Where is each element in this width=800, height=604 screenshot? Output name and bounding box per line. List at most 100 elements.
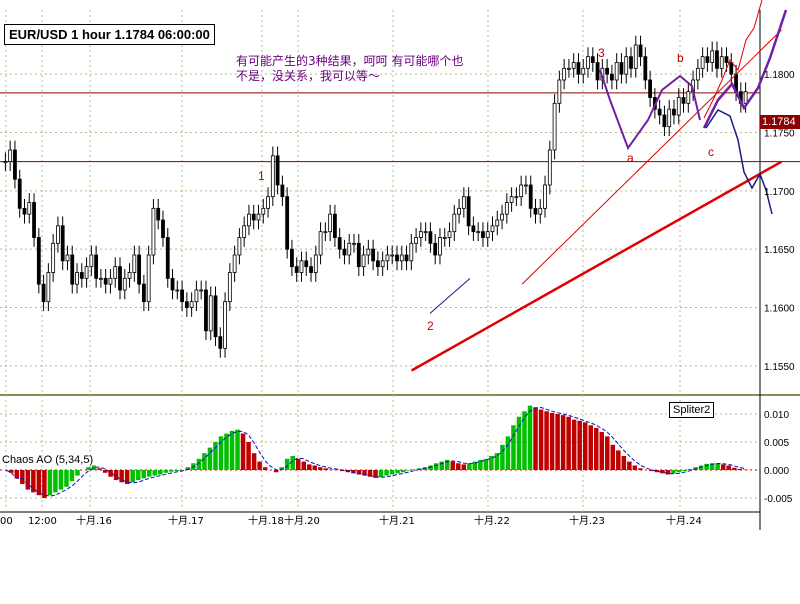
candle-body (524, 184, 528, 187)
candle-body (304, 260, 309, 268)
candle-body (204, 289, 208, 332)
candle-body (438, 237, 442, 256)
candle-body (614, 62, 619, 81)
candle-body (581, 67, 586, 75)
candle-body (629, 56, 633, 69)
current-price-tag: 1.1784 (760, 115, 800, 129)
candle-body (108, 277, 113, 285)
candle-body (509, 196, 514, 203)
candle-body (137, 254, 142, 285)
candle-body (290, 248, 294, 268)
candle-body (232, 254, 237, 273)
candle-body (380, 260, 385, 268)
candle-body (686, 91, 691, 104)
wave-abc-path (599, 69, 701, 151)
candle-body (51, 242, 56, 273)
price-tick-label: 1.1650 (764, 245, 795, 256)
candle-body (13, 149, 17, 180)
candle-body (227, 272, 232, 303)
candle-body (624, 56, 629, 75)
candle-body (452, 213, 457, 233)
candle-body (724, 56, 729, 63)
candle-body (60, 225, 65, 262)
candle-body (94, 254, 99, 279)
candle-body (337, 237, 342, 250)
candle-body (423, 231, 428, 234)
candle-body (165, 237, 170, 279)
candle-body (366, 248, 371, 256)
candle-body (433, 242, 438, 256)
wave-label: 1 (258, 169, 265, 183)
candle-body (89, 254, 94, 268)
candle-body (280, 184, 285, 198)
candle-body (161, 219, 165, 238)
candle-body (681, 97, 686, 104)
indicator-label: Chaos AO (5,34,5) (2, 454, 94, 466)
projection-paths (599, 0, 788, 215)
candle-body (633, 44, 638, 69)
candle-body (199, 289, 204, 292)
ao-tick-label: 0.000 (764, 466, 789, 477)
candle-body (457, 207, 461, 215)
candle-body (409, 242, 414, 262)
ao-tick-label: 0.005 (764, 438, 789, 449)
time-tick-label: 十月.22 (474, 514, 510, 527)
annotation-line-1: 有可能产生的3种结果，呵呵 有可能哪个也 (236, 54, 464, 68)
candle-body (676, 97, 681, 116)
time-tick-label: 十月.24 (666, 514, 702, 527)
wave-labels: 1 2 3 a b c (258, 46, 714, 333)
candle-body (36, 237, 41, 285)
price-tick-label: 1.1600 (764, 304, 795, 315)
candle-body (375, 260, 380, 268)
candle-body (390, 254, 395, 257)
candle-body (223, 301, 227, 349)
candle-body (395, 254, 399, 262)
candle-body (194, 289, 199, 303)
candle-body (461, 196, 466, 209)
candle-body (127, 272, 132, 279)
candle-body (371, 248, 376, 262)
candle-body (118, 266, 122, 291)
ao-histogram (5, 405, 748, 498)
spliter-label[interactable]: Spliter2 (669, 402, 715, 418)
candle-body (643, 56, 648, 81)
time-tick-label: 十月.18 (248, 514, 284, 527)
candle-body (385, 254, 390, 262)
candle-body (218, 336, 223, 349)
candle-body (609, 73, 614, 81)
candle-body (84, 266, 89, 279)
candle-body (75, 272, 79, 285)
candle-body (170, 277, 175, 291)
candle-body (547, 149, 552, 186)
time-tick-label: 00 (0, 516, 13, 527)
candle-body (247, 213, 251, 227)
candle-body (638, 44, 643, 58)
candle-body (113, 266, 118, 279)
candle-body (213, 295, 218, 338)
candle-body (27, 202, 32, 215)
candle-body (294, 266, 299, 273)
axes: 1.1800 1.1750 1.1700 1.1650 1.1600 1.1550 0.01… (0, 70, 795, 527)
price-tick-label: 1.1750 (764, 129, 795, 140)
candle-body (404, 254, 409, 262)
trendlines (410, 29, 783, 372)
candle-body (237, 237, 242, 256)
chart-title: EUR/USD 1 hour 1.1784 06:00:00 (4, 24, 215, 45)
candle-body (270, 155, 275, 198)
candle-body (299, 260, 304, 273)
candle-body (275, 155, 280, 186)
time-tick-label: 十月.17 (168, 514, 204, 527)
candle-body (361, 254, 366, 268)
time-tick-label: 十月.23 (569, 514, 605, 527)
horizontal-levels (0, 92, 800, 163)
candle-body (184, 301, 189, 308)
trendline-channel (521, 29, 782, 285)
candle-body (543, 184, 547, 209)
candle-body (519, 184, 524, 198)
candle-body (576, 62, 581, 75)
candle-body (481, 231, 485, 238)
candle-body (208, 295, 213, 332)
candle-body (485, 231, 490, 238)
